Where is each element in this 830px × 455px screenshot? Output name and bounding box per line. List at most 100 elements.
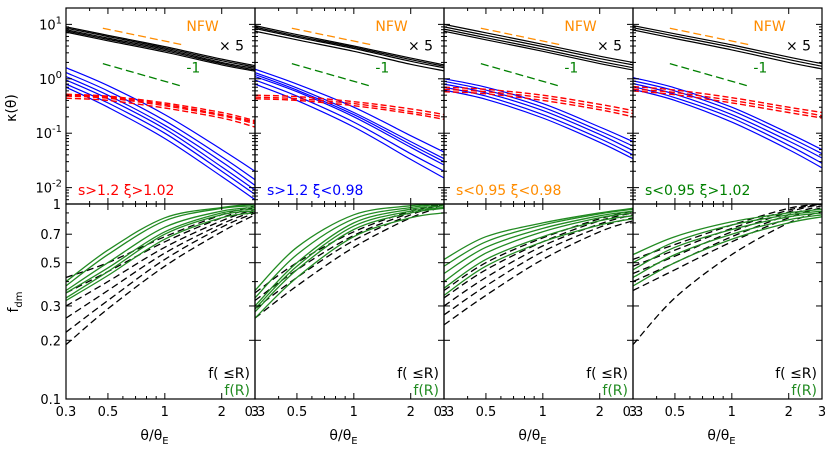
panel-3-bottom-curves [444, 207, 633, 326]
top-y-tick-label: 100 [39, 70, 62, 88]
panel-1-halo-kappa-line-4 [66, 94, 255, 123]
panel-1-stellar-kappa-line-6 [66, 86, 255, 201]
panel-2-total-kappa-line-3 [255, 30, 444, 72]
panel-4-x-tick-label: 1 [728, 405, 736, 420]
panel-4-total-kappa-line-1 [633, 25, 822, 65]
panel-2-cumulative-fdm-line-1 [255, 205, 444, 319]
bottom-y-tick-label: 0.2 [40, 334, 61, 349]
panel-2-total-kappa-line-4 [255, 26, 444, 67]
panel-4-category-label: s<0.95 ξ>1.02 [645, 183, 750, 199]
panel-3-total-kappa-line-3 [444, 28, 633, 69]
panel-2-nfw-guide [291, 27, 373, 46]
panel-4-slope-label: -1 [753, 61, 767, 77]
panel-1-top-curves [66, 26, 255, 201]
top-y-tick-label: 10-2 [35, 179, 62, 197]
panel-3-halo-kappa-line-2 [444, 88, 633, 115]
panel-2-stellar-kappa-line-3 [255, 75, 444, 166]
bottom-y-tick-label: 0.5 [40, 257, 61, 272]
panel-1-local-fdm-line-1 [66, 210, 255, 299]
panel-2-x-axis-label: θ/θE [329, 428, 357, 447]
panel-2-local-fdm-line-3 [255, 205, 444, 307]
panel-1-cumulative-fdm-line-5 [66, 206, 255, 294]
panel-1-stellar-kappa-line-1 [66, 67, 255, 172]
panel-3-x-tick-label: 3 [629, 405, 637, 420]
panel-3-x-tick-label: 0.5 [476, 405, 497, 420]
panel-4-local-fdm-line-5 [633, 208, 822, 256]
panel-1-cumulative-fdm-line-3 [66, 210, 255, 319]
panel-2-stellar-kappa-line-5 [255, 83, 444, 179]
panel-4-x-tick-label: 0.5 [665, 405, 686, 420]
panel-3-cumulative-fdm-line-3 [444, 214, 633, 307]
panel-3-slope-label: -1 [564, 61, 578, 77]
panel-3-stellar-kappa-line-5 [444, 89, 633, 160]
panel-4-local-legend: f(R) [791, 383, 817, 399]
panel-3-scale-label: × 5 [597, 39, 622, 55]
panel-2-x-tick-label: 2 [407, 405, 415, 420]
curves-layer [66, 23, 822, 346]
panel-1-cumulative-fdm-line-4 [66, 208, 255, 307]
bottom-y-tick-label: 0.1 [40, 393, 61, 408]
panel-3-halo-kappa-line-1 [444, 86, 633, 112]
panel-3-cumulative-legend: f( ≤R) [586, 366, 628, 382]
panel-4-cumulative-fdm-line-4 [633, 204, 822, 267]
panel-3-x-tick-label: 1 [539, 405, 547, 420]
panel-4-local-fdm-line-3 [633, 212, 822, 271]
panel-1-x-tick-label: 2 [218, 405, 226, 420]
panel-1-stellar-kappa-line-4 [66, 79, 255, 191]
bottom-y-tick-label: 1 [53, 198, 61, 213]
panel-2-x-tick-label: 1 [350, 405, 358, 420]
panel-1-total-kappa-line-2 [66, 29, 255, 69]
panel-3-top-curves [444, 23, 633, 160]
panel-4-stellar-kappa-line-5 [633, 88, 822, 169]
panel-3-cumulative-fdm-line-1 [444, 220, 633, 326]
panel-1-halo-kappa-line-1 [66, 93, 255, 122]
bottom-y-axis-label: fdm [6, 291, 25, 312]
panel-1-local-fdm-line-5 [66, 204, 255, 283]
panel-4-nfw-label: NFW [753, 19, 786, 35]
panel-1-x-tick-label: 3 [251, 405, 259, 420]
panel-2-stellar-kappa-line-2 [255, 72, 444, 160]
panel-1-halo-kappa-line-2 [66, 95, 255, 125]
panel-2-halo-kappa-line-1 [255, 94, 444, 116]
panel-3-stellar-kappa-line-2 [444, 80, 633, 147]
panel-2-slope-label: -1 [375, 61, 389, 77]
panel-4-x-axis-label: θ/θE [707, 428, 735, 447]
panel-2-total-kappa-line-1 [255, 25, 444, 66]
panel-2-x-tick-label: 3 [440, 405, 448, 420]
panel-2-local-fdm-line-5 [255, 204, 444, 291]
panel-3-local-fdm-line-5 [444, 208, 633, 267]
panel-1-halo-kappa-line-3 [66, 97, 255, 128]
panel-3-total-kappa-line-2 [444, 26, 633, 66]
panel-3-cumulative-fdm-line-2 [444, 217, 633, 316]
panel-4-cumulative-fdm-line-6 [633, 206, 822, 292]
panel-4-cumulative-legend: f( ≤R) [775, 366, 817, 382]
panel-2-stellar-kappa-line-4 [255, 79, 444, 172]
panel-2-halo-kappa-line-2 [255, 96, 444, 118]
panel-4-x-tick-label: 3 [818, 405, 826, 420]
panel-3-x-tick-label: 2 [596, 405, 604, 420]
panel-1-total-kappa-line-4 [66, 27, 255, 68]
panel-2-stellar-kappa-line-1 [255, 68, 444, 153]
panel-4-stellar-kappa-line-1 [633, 77, 822, 151]
panel-1-local-fdm-line-3 [66, 205, 255, 287]
panel-1-x-tick-label: 0.3 [56, 405, 77, 420]
panel-4-cumulative-fdm-line-3 [633, 204, 822, 275]
panel-4-top-curves [633, 25, 822, 169]
panel-1-cumulative-fdm-line-2 [66, 212, 255, 333]
panel-1-cumulative-fdm-line-1 [66, 214, 255, 346]
panel-3-category-label: s<0.95 ξ<0.98 [456, 183, 561, 199]
panel-2-cumulative-fdm-line-2 [255, 204, 444, 310]
frames-layer [65, 7, 823, 400]
panel-3-local-fdm-line-4 [444, 210, 633, 275]
panel-2-local-fdm-line-2 [255, 207, 444, 313]
panel-2-x-tick-label: 0.3 [245, 405, 266, 420]
panel-3-x-axis-label: θ/θE [518, 428, 546, 447]
panel-1-total-kappa-line-1 [66, 26, 255, 67]
panel-2-scale-label: × 5 [408, 39, 433, 55]
panel-3-total-kappa-line-1 [444, 23, 633, 63]
panel-1-slope-label: -1 [186, 61, 200, 77]
top-y-axis-label: κ(θ) [4, 94, 20, 122]
panel-4-x-tick-label: 2 [785, 405, 793, 420]
panel-3-nfw-label: NFW [564, 19, 597, 35]
panel-1-x-tick-label: 1 [161, 405, 169, 420]
